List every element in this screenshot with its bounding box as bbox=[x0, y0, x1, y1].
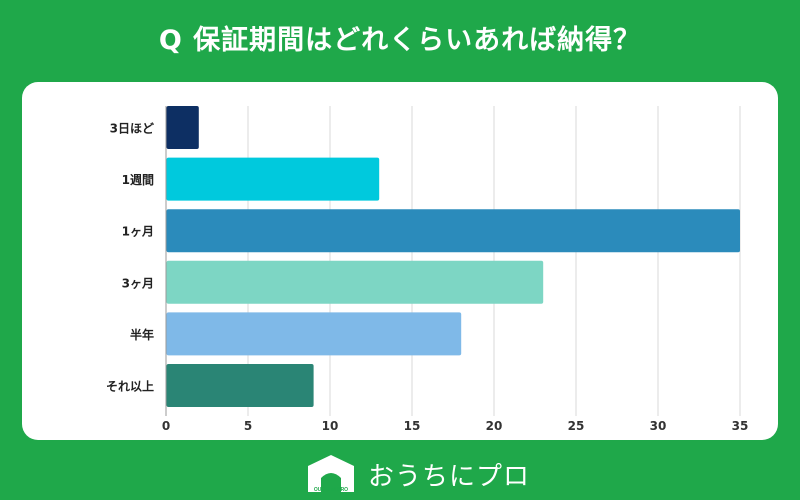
bar-3 bbox=[166, 260, 544, 304]
category-label: 3ヶ月 bbox=[122, 276, 154, 290]
x-tick-labels: 0 5 10 15 20 25 30 35 bbox=[162, 419, 749, 433]
ouchi-ni-pro-logo: OUCHI ni PRO bbox=[308, 455, 354, 493]
x-tick-label: 0 bbox=[162, 419, 170, 433]
bar-4 bbox=[166, 312, 462, 356]
brand-name: おうちにプロ bbox=[368, 462, 531, 492]
category-label: 3日ほど bbox=[110, 122, 154, 136]
x-tick-label: 15 bbox=[404, 419, 421, 433]
x-tick-label: 35 bbox=[732, 419, 749, 433]
x-tick-label: 20 bbox=[486, 419, 503, 433]
logo-text: OUCHI ni PRO bbox=[314, 487, 348, 493]
category-label: 1週間 bbox=[122, 172, 154, 187]
category-label: 半年 bbox=[130, 327, 154, 342]
bar-5 bbox=[166, 364, 314, 407]
x-tick-label: 10 bbox=[322, 419, 339, 433]
bars bbox=[166, 106, 740, 407]
x-tick-label: 5 bbox=[244, 419, 252, 433]
chart-title: Q 保証期間はどれくらいあれば納得？ bbox=[158, 25, 642, 56]
category-label: それ以上 bbox=[106, 379, 154, 394]
bar-2 bbox=[166, 209, 740, 253]
x-tick-label: 30 bbox=[650, 419, 667, 433]
bar-1 bbox=[166, 157, 380, 201]
x-tick-label: 25 bbox=[568, 419, 585, 433]
bar-0 bbox=[166, 106, 199, 149]
category-label: 1ヶ月 bbox=[122, 225, 154, 239]
